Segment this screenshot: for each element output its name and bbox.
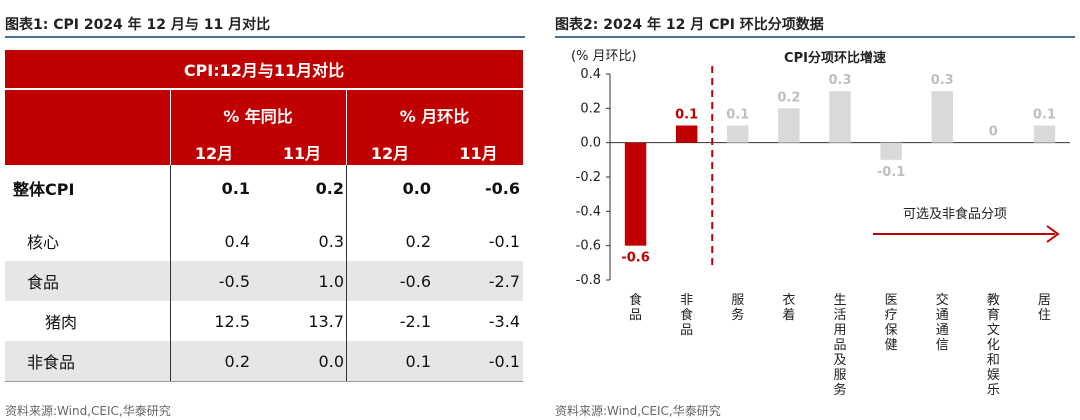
y-tick-label: 0.0 <box>580 136 601 151</box>
data-label: 0.3 <box>828 73 851 88</box>
data-label: 0.3 <box>931 73 954 88</box>
y-tick-label: -0.2 <box>576 170 601 185</box>
table-cell: -3.4 <box>488 311 520 331</box>
table-cell: -0.6 <box>399 271 431 291</box>
figure1-source: 资料来源:Wind,CEIC,华泰研究 <box>5 404 171 418</box>
table-title-row: CPI:12月与11月对比 <box>5 50 523 88</box>
x-category-label: 非食品 <box>680 293 693 338</box>
bar <box>829 91 851 143</box>
table-cell: 0.2 <box>315 178 344 198</box>
y-axis-label: (% 月环比) <box>571 49 637 64</box>
bar <box>675 125 698 143</box>
table-cell: 0.1 <box>405 351 431 371</box>
x-category-label: 医疗保健 <box>885 293 898 353</box>
row-label: 核心 <box>27 233 60 252</box>
figure2-source: 资料来源:Wind,CEIC,华泰研究 <box>555 404 721 418</box>
table-cell: 1.0 <box>318 271 344 291</box>
column-divider <box>346 165 347 381</box>
table-cell: -2.7 <box>488 271 520 291</box>
x-category-label: 教育文化和娱乐 <box>987 292 1000 398</box>
table-cell: 12.5 <box>214 311 250 331</box>
sub-header: 12月 <box>194 144 234 163</box>
table-cell: -0.1 <box>488 351 520 371</box>
table-cell: 0.1 <box>221 178 250 198</box>
group-header-row: % 年同比 % 月环比 <box>5 89 523 140</box>
sub-header: 11月 <box>282 144 322 163</box>
table-cell: -0.6 <box>485 178 520 198</box>
x-category-label: 交通通信 <box>936 292 949 353</box>
table-cell: 0.0 <box>318 351 344 371</box>
table-cell: -0.1 <box>488 231 520 251</box>
sub-header: 11月 <box>459 144 498 163</box>
table-cell: 13.7 <box>308 311 344 331</box>
table-cell: -2.1 <box>399 311 431 331</box>
bar <box>727 125 749 143</box>
table-title: CPI:12月与11月对比 <box>183 61 345 80</box>
table-row: 食品 -0.5 1.0 -0.6 -2.7 <box>5 261 523 301</box>
y-tick-label: 0.2 <box>580 101 601 116</box>
data-label: 0.1 <box>1033 108 1056 123</box>
column-divider <box>170 165 171 381</box>
row-label: 非食品 <box>27 353 76 372</box>
sub-header: 12月 <box>370 144 410 163</box>
table-row: 非食品 0.2 0.0 0.1 -0.1 <box>5 341 523 381</box>
figure1-title: 图表1: CPI 2024 年 12 月与 11 月对比 <box>5 17 271 33</box>
bar <box>624 142 647 246</box>
figure1-rule <box>5 36 525 38</box>
bar <box>1033 125 1056 143</box>
table-row: 猪肉 12.5 13.7 -2.1 -3.4 <box>5 301 523 341</box>
cpi-component-bar-chart: (% 月环比) CPI分项环比增速 0.4 0.2 0.0 -0.2 -0.4 -0.6 -… <box>571 49 1070 398</box>
data-label: 0.1 <box>675 108 698 123</box>
x-category-label: 居住 <box>1038 293 1051 323</box>
sub-header-row: 12月 11月 12月 11月 <box>5 139 523 165</box>
table-cell: 0.4 <box>224 231 250 251</box>
table-cell: 0.0 <box>402 178 431 198</box>
data-label: -0.6 <box>621 251 649 266</box>
annotation-arrow-icon <box>873 225 1060 243</box>
table-cell: 0.2 <box>405 231 431 251</box>
x-category-label: 衣着 <box>782 292 795 323</box>
annotation-text: 可选及非食品分项 <box>903 206 1007 222</box>
data-label: 0 <box>989 125 998 140</box>
group-header-mom: % 月环比 <box>399 107 470 126</box>
x-category-label: 服务 <box>731 293 744 323</box>
table-row: 核心 0.4 0.3 0.2 -0.1 <box>5 221 523 261</box>
row-label: 食品 <box>27 273 60 292</box>
figure2-title: 图表2: 2024 年 12 月 CPI 环比分项数据 <box>555 17 824 33</box>
table-row-overall: 整体CPI 0.1 0.2 0.0 -0.6 <box>5 165 523 211</box>
bar <box>880 142 902 160</box>
row-label: 猪肉 <box>45 313 78 332</box>
y-tick-label: 0.4 <box>580 67 601 82</box>
table-cell: 0.3 <box>318 231 344 251</box>
y-tick-label: -0.6 <box>576 239 601 254</box>
table-bottom-rule <box>5 381 523 382</box>
bar <box>778 108 800 143</box>
data-label: -0.1 <box>877 165 905 180</box>
figure2-rule <box>555 36 1075 38</box>
bar <box>931 91 953 143</box>
data-label: 0.2 <box>777 90 800 105</box>
table-cell: -0.5 <box>218 271 250 291</box>
x-category-label: 生活用品及服务 <box>833 293 846 398</box>
x-category-label: 食品 <box>629 292 642 323</box>
data-label: 0.1 <box>726 108 749 123</box>
y-tick-label: -0.4 <box>576 204 601 219</box>
y-tick-label: -0.8 <box>576 273 601 288</box>
table-cell: 0.2 <box>224 351 250 371</box>
row-label: 整体CPI <box>13 180 75 199</box>
group-header-yoy: % 年同比 <box>223 107 293 126</box>
chart-title: CPI分项环比增速 <box>784 50 886 66</box>
